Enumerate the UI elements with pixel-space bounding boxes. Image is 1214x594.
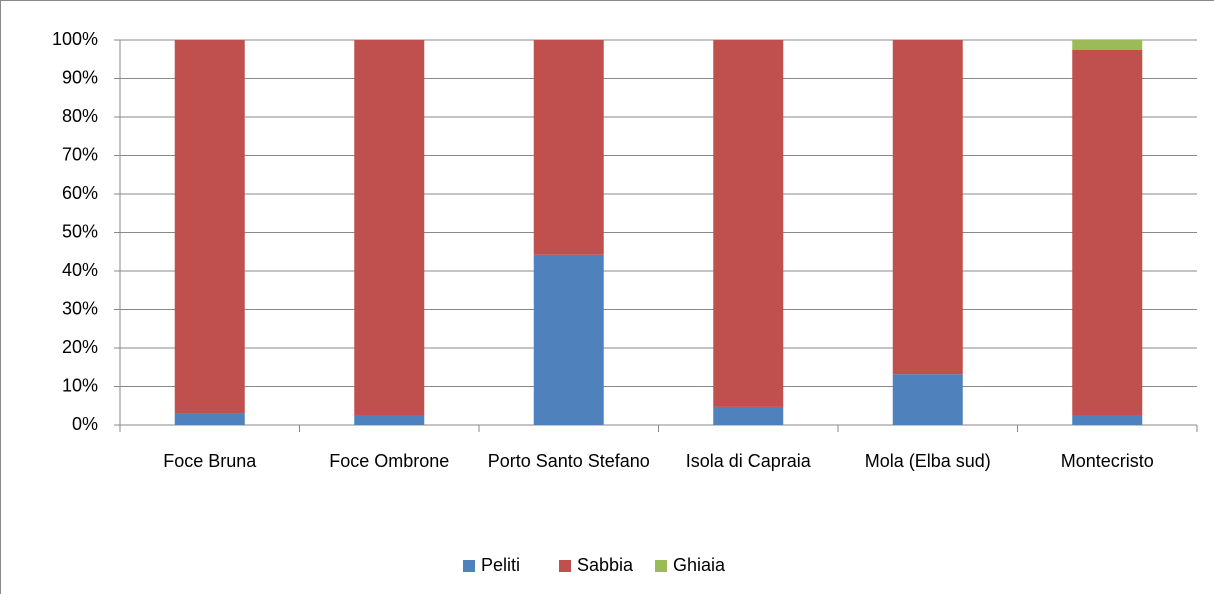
bar-segment xyxy=(354,40,425,415)
x-tick-label: Montecristo xyxy=(1060,451,1154,471)
bar-segment xyxy=(533,40,604,255)
bar-segment xyxy=(892,40,963,375)
legend-label: Peliti xyxy=(481,555,520,575)
x-tick-label: Foce Ombrone xyxy=(329,451,450,471)
bar-segment xyxy=(174,40,245,414)
legend-label: Ghiaia xyxy=(673,555,726,575)
bar-segment xyxy=(1072,414,1143,425)
y-tick-label: 100% xyxy=(52,29,98,49)
y-tick-label: 70% xyxy=(62,144,98,164)
legend-swatch xyxy=(463,560,475,572)
y-tick-label: 30% xyxy=(62,298,98,318)
bar-segment xyxy=(174,413,245,425)
bar-segment xyxy=(1072,50,1143,415)
y-tick-label: 60% xyxy=(62,183,98,203)
x-tick-label: Foce Bruna xyxy=(163,451,257,471)
bar-segment xyxy=(713,406,784,425)
y-tick-label: 0% xyxy=(72,414,98,434)
y-tick-label: 20% xyxy=(62,337,98,357)
legend-swatch xyxy=(655,560,667,572)
legend-swatch xyxy=(559,560,571,572)
x-tick-label: Mola (Elba sud) xyxy=(864,451,991,471)
bar-segment xyxy=(533,254,604,425)
y-tick-label: 40% xyxy=(62,260,98,280)
bar-segment xyxy=(713,40,784,407)
y-tick-label: 90% xyxy=(62,67,98,87)
y-tick-label: 80% xyxy=(62,106,98,126)
y-tick-label: 10% xyxy=(62,375,98,395)
bar-segment xyxy=(354,414,425,425)
bar-segment xyxy=(1072,40,1143,51)
x-tick-label: Porto Santo Stefano xyxy=(487,451,650,471)
x-tick-label: Isola di Capraia xyxy=(685,451,811,471)
y-tick-label: 50% xyxy=(62,221,98,241)
bar-segment xyxy=(892,374,963,425)
legend-label: Sabbia xyxy=(577,555,634,575)
